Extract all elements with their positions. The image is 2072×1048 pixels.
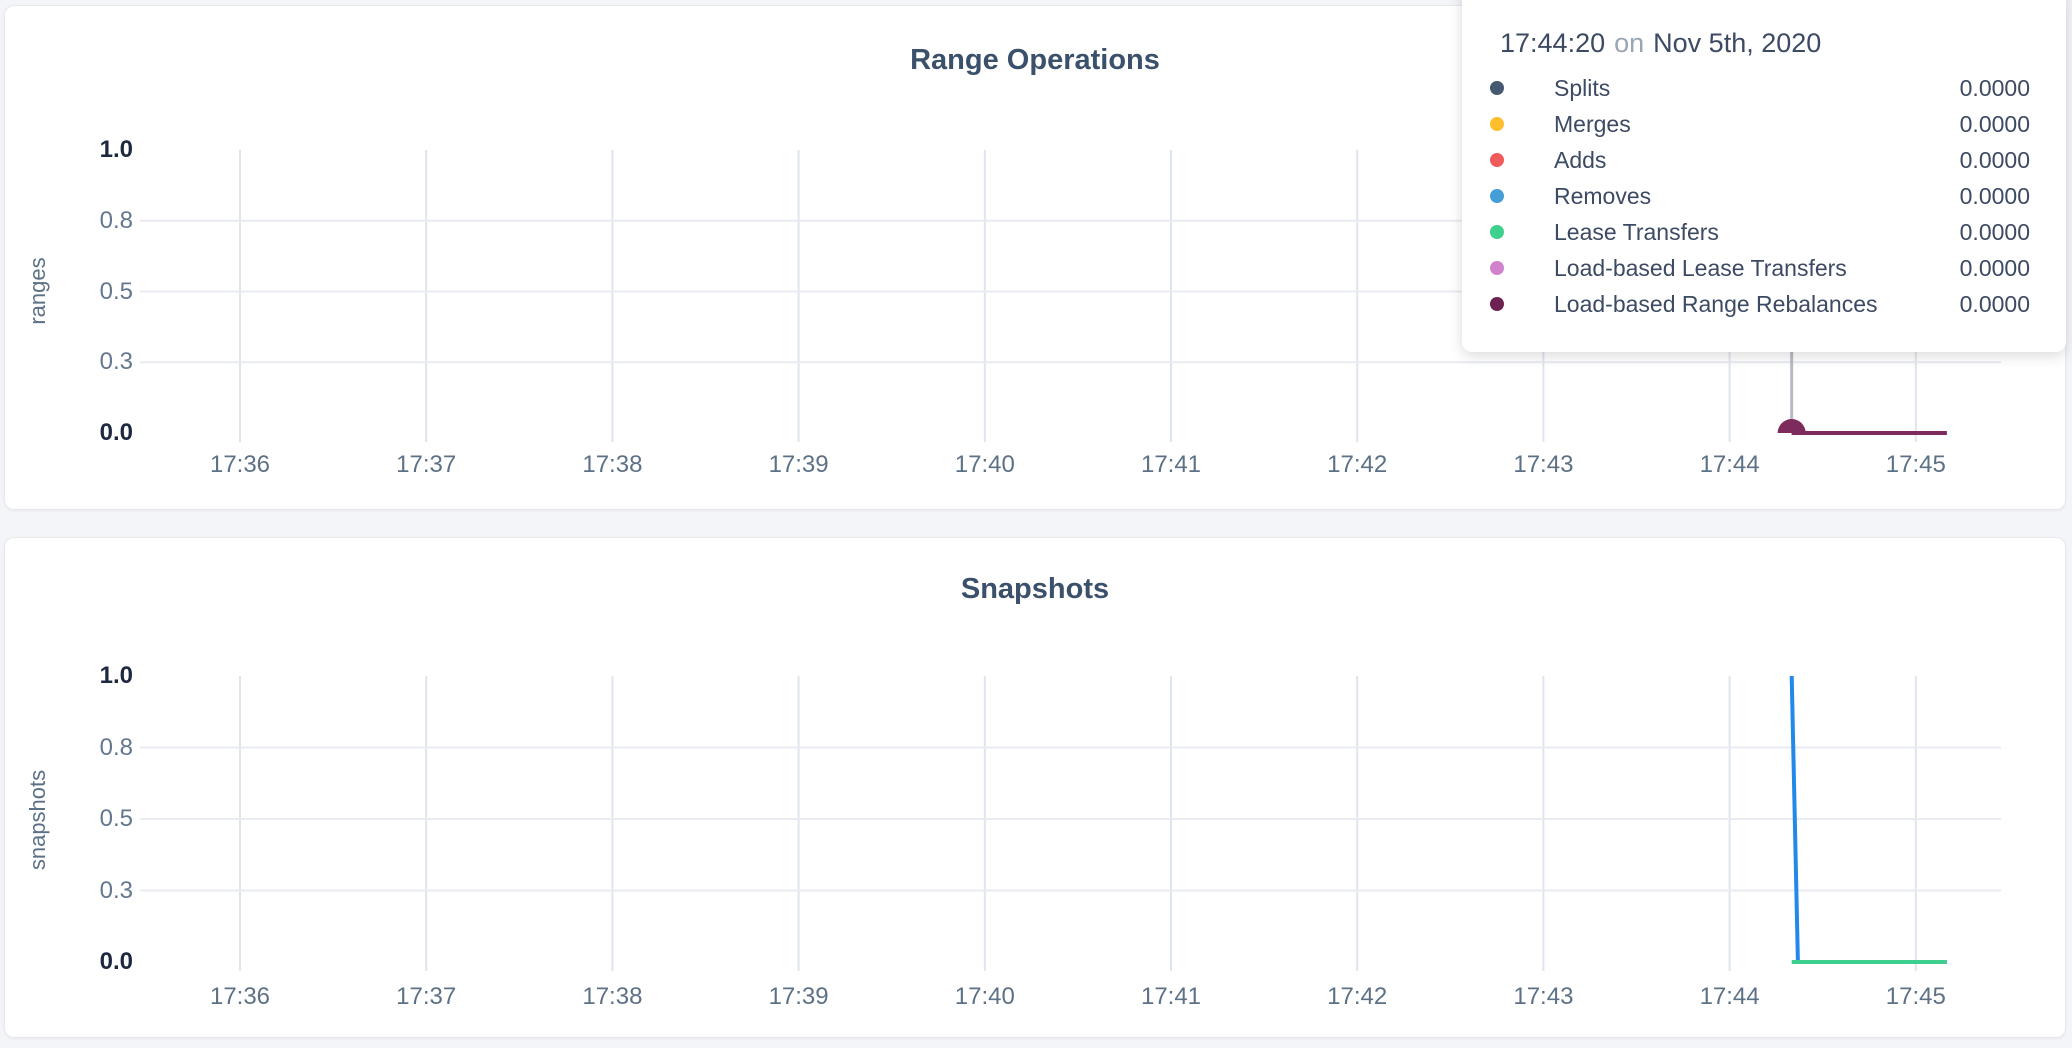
tooltip-row: Adds 0.0000 [1490,142,2030,178]
series-color-dot-icon [1490,117,1504,131]
series-value: 0.0000 [1959,254,2030,281]
y-tick-label: 0.0 [99,419,133,446]
tooltip-time: 17:44:20 [1500,28,1606,58]
x-tick-label: 17:40 [954,451,1015,478]
series-value: 0.0000 [1959,290,2030,317]
snapshots-card [4,537,2066,1038]
y-tick-label: 0.3 [99,876,133,904]
x-tick-label: 17:45 [1885,451,1946,478]
tooltip-date: Nov 5th, 2020 [1653,28,1822,58]
x-tick-label: 17:37 [396,983,457,1010]
tooltip-timestamp: 17:44:20 on Nov 5th, 2020 [1490,28,2030,59]
x-tick-label: 17:36 [209,451,271,478]
x-tick-label: 17:41 [1140,451,1202,478]
x-tick-label: 17:42 [1327,451,1388,478]
x-tick-label: 17:41 [1140,983,1202,1010]
series-value: 0.0000 [1959,182,2030,209]
x-tick-label: 17:39 [768,451,829,478]
snapshots-plot-area[interactable] [140,676,2001,962]
series-label: Removes [1554,182,1652,209]
series-label: Load-based Lease Transfers [1554,254,1847,281]
tooltip-row: Splits 0.0000 [1490,70,2030,106]
tooltip-row: Merges 0.0000 [1490,106,2030,142]
x-tick-label: 17:44 [1699,983,1760,1010]
x-tick-label: 17:36 [209,983,271,1010]
series-color-dot-icon [1490,261,1504,275]
series-value: 0.0000 [1959,146,2030,173]
snapshots-title: Snapshots [960,573,1110,605]
series-label: Adds [1554,146,1607,173]
series-color-dot-icon [1490,81,1504,95]
y-tick-label: 0.5 [99,805,133,832]
series-value: 0.0000 [1959,218,2030,245]
y-tick-label: 0.5 [99,277,133,305]
x-tick-label: 17:39 [768,983,829,1010]
x-tick-label: 17:38 [582,983,643,1010]
series-label: Merges [1554,110,1631,137]
tooltip-on-word: on [1614,28,1645,58]
x-tick-label: 17:40 [954,983,1015,1010]
y-tick-label: 0.8 [99,733,133,761]
tooltip-row: Load-based Range Rebalances 0.0000 [1490,286,2030,322]
series-label: Lease Transfers [1554,218,1719,245]
x-tick-label: 17:42 [1327,983,1388,1010]
x-tick-label: 17:45 [1885,983,1946,1010]
series-value: 0.0000 [1959,110,2030,137]
x-tick-label: 17:44 [1699,451,1760,478]
tooltip-row: Load-based Lease Transfers 0.0000 [1490,250,2030,286]
series-color-dot-icon [1490,153,1504,167]
y-tick-label: 0.3 [99,348,133,376]
hover-tooltip: 17:44:20 on Nov 5th, 2020 Splits 0.0000 Merg… [1462,0,2066,352]
x-tick-label: 17:38 [582,451,643,478]
y-tick-label: 1.0 [99,136,133,163]
series-color-dot-icon [1490,189,1504,203]
tooltip-legend-rows: Splits 0.0000 Merges 0.0000 Adds 0.0000 Remove… [1490,70,2030,322]
y-tick-label: 0.0 [99,948,133,975]
y-tick-label: 1.0 [99,662,133,689]
tooltip-row: Lease Transfers 0.0000 [1490,214,2030,250]
range-operations-title: Range Operations [910,44,1160,76]
tooltip-row: Removes 0.0000 [1490,178,2030,214]
series-color-dot-icon [1490,225,1504,239]
y-tick-label: 0.8 [99,206,133,234]
series-label: Splits [1554,74,1611,101]
series-value: 0.0000 [1959,74,2030,101]
x-tick-label: 17:37 [396,451,457,478]
x-tick-label: 17:43 [1513,983,1574,1010]
series-color-dot-icon [1490,297,1504,311]
x-tick-label: 17:43 [1513,451,1574,478]
series-label: Load-based Range Rebalances [1554,290,1878,317]
